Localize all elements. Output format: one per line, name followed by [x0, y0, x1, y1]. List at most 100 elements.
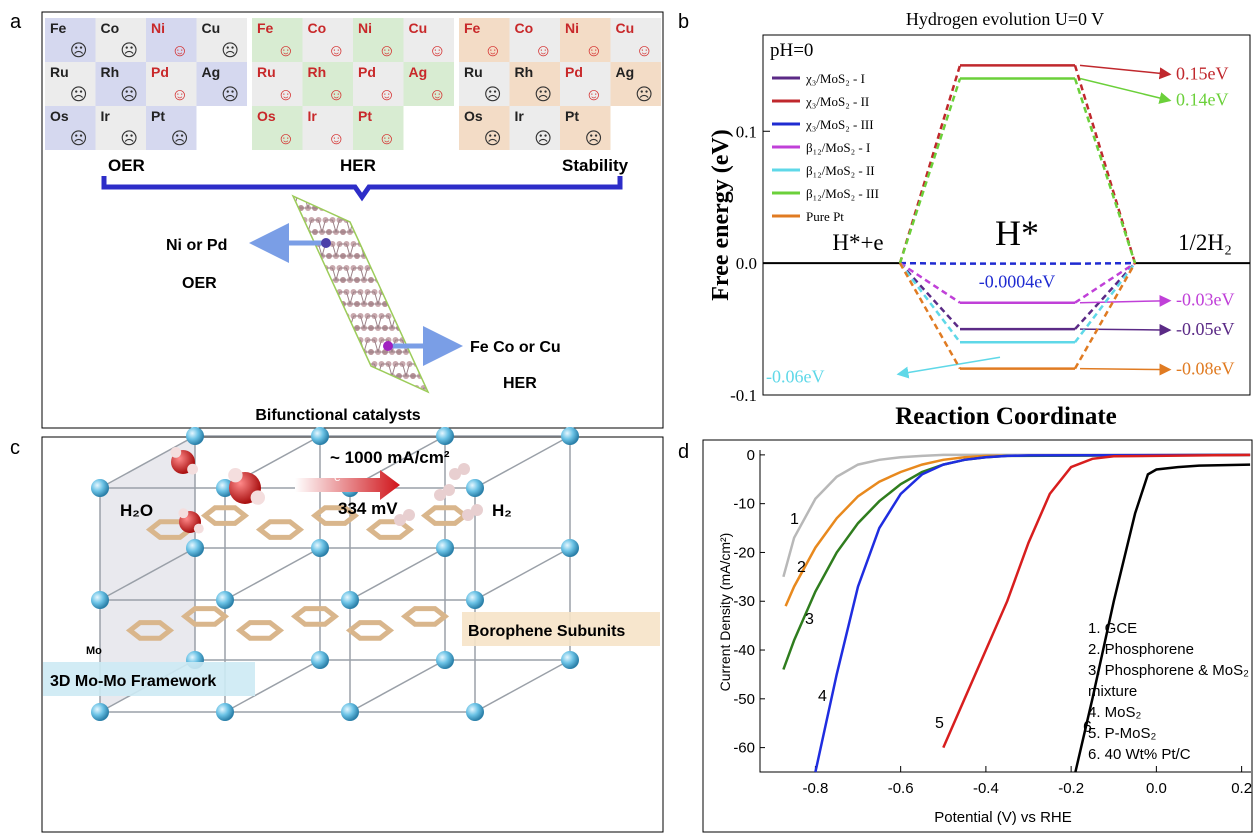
energy-step: [1074, 262, 1136, 344]
hydrogen: [228, 468, 243, 483]
energy-step: [899, 262, 961, 304]
cell: [509, 18, 560, 62]
borophene: [420, 505, 470, 526]
cell: [146, 62, 197, 106]
element: Ir: [308, 108, 318, 124]
mo-atom: [311, 651, 329, 669]
legend-label: 4. MoS₂: [1088, 704, 1142, 721]
mo-atom: [91, 591, 109, 609]
cell: [252, 18, 303, 62]
element: Pt: [565, 108, 579, 124]
cell: [196, 18, 247, 62]
mo-atom: [436, 539, 454, 557]
element: Fe: [464, 20, 481, 36]
mo-atom: [91, 703, 109, 721]
mo-atom: [311, 427, 329, 445]
label-box: [43, 662, 255, 696]
curve: [1074, 463, 1251, 773]
panel-label: a: [10, 11, 22, 33]
face: ☺: [328, 41, 345, 60]
cell: [353, 106, 404, 150]
cell: [252, 62, 303, 106]
mo-atom: [216, 591, 234, 609]
energy-step: [899, 261, 961, 265]
face: ☹: [534, 129, 552, 148]
cell: [95, 62, 146, 106]
borophene: [290, 606, 340, 627]
y-axis-label: Free energy (eV): [708, 129, 734, 300]
legend-label: 1. GCE: [1088, 620, 1138, 637]
mo-atom: [186, 539, 204, 557]
group-label: Stability: [562, 156, 629, 175]
borophene: [345, 620, 395, 641]
energy-step: [1073, 78, 1137, 264]
hydrogen: [471, 504, 483, 516]
face: ☺: [429, 41, 446, 60]
face: ☺: [378, 41, 395, 60]
y-tick-label: 0.0: [736, 254, 757, 273]
element: Rh: [101, 64, 120, 80]
face: ☹: [534, 85, 552, 104]
face: ☺: [277, 85, 294, 104]
element: Cu: [409, 20, 428, 36]
element: Cu: [616, 20, 635, 36]
stage-label: H*+e: [832, 230, 883, 255]
face: ☺: [429, 85, 446, 104]
y-tick-label: -30: [733, 593, 755, 610]
face: ☺: [328, 85, 345, 104]
x-tick-label: -0.2: [1058, 780, 1084, 797]
cell: [95, 18, 146, 62]
face: ☹: [221, 41, 239, 60]
face: ☹: [70, 85, 88, 104]
legend-label: χ₃/MoS₂ - III: [805, 117, 874, 132]
bracket: [101, 176, 623, 202]
legend-label: 6. 40 Wt% Pt/C: [1088, 746, 1191, 763]
borophene: [400, 606, 450, 627]
cell: [146, 106, 197, 150]
energy-step: [1073, 262, 1137, 370]
borophene: [235, 620, 285, 641]
legend-label: β₁₂/MoS₂ - II: [806, 163, 875, 178]
element: Ag: [616, 64, 635, 80]
chart-title: Hydrogen evolution U=0 V: [906, 9, 1104, 29]
y-tick-label: -50: [733, 691, 755, 708]
group-label: OER: [108, 156, 145, 175]
element: Ag: [202, 64, 221, 80]
cell: [353, 18, 404, 62]
energy-step: [1074, 261, 1136, 265]
atom: [383, 341, 393, 351]
value-label: -0.0004eV: [979, 272, 1055, 292]
cell: [509, 62, 560, 106]
element: Fe: [50, 20, 67, 36]
axis: [759, 450, 1251, 773]
face: ☹: [70, 129, 88, 148]
cell: [196, 62, 247, 106]
energy-step: [1074, 262, 1136, 304]
energy-step: [1073, 64, 1137, 264]
face: ☹: [221, 85, 239, 104]
arrow: [295, 470, 400, 500]
bond: [99, 547, 196, 601]
curve-tag: 4: [818, 688, 827, 705]
face: ☺: [535, 41, 552, 60]
value-label: -0.03eV: [1176, 290, 1234, 310]
face: ☹: [484, 85, 502, 104]
panel-d-frame: [702, 439, 1253, 833]
element: Co: [101, 20, 120, 36]
leader: [1079, 363, 1172, 376]
borophene: [255, 519, 305, 540]
product-label: H₂: [492, 501, 512, 520]
cell: [95, 106, 146, 150]
cell: [610, 62, 661, 106]
hydrogen: [250, 490, 265, 505]
cell: [302, 62, 353, 106]
catalyst-sheet: [291, 194, 430, 394]
curve: [782, 453, 1251, 578]
electron-label: e⁻: [334, 470, 347, 484]
mo-atom: [561, 427, 579, 445]
face: ☺: [171, 41, 188, 60]
curve-tag: 3: [805, 611, 814, 628]
element: Rh: [308, 64, 327, 80]
hydrogen: [170, 447, 182, 458]
face: ☺: [277, 129, 294, 148]
